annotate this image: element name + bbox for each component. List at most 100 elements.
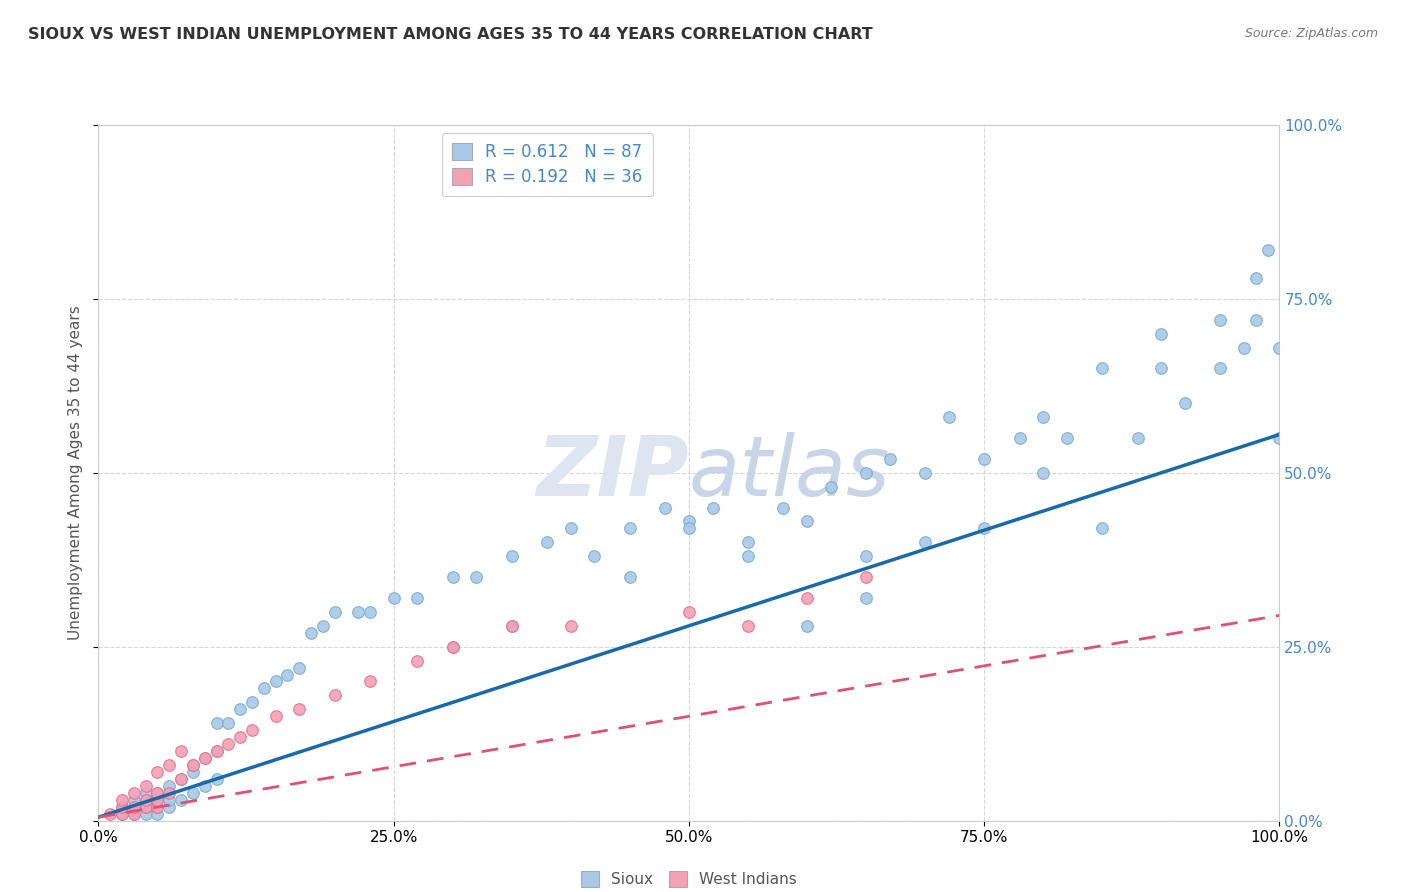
Point [170, 772, 193, 786]
Point [122, 793, 145, 807]
Point [1244, 312, 1267, 326]
Point [678, 515, 700, 529]
Point [323, 689, 346, 703]
Point [157, 758, 180, 772]
Point [288, 702, 311, 716]
Point [1150, 361, 1173, 376]
Point [111, 806, 134, 821]
Point [560, 619, 582, 633]
Point [205, 716, 228, 731]
Point [111, 799, 134, 814]
Point [170, 793, 193, 807]
Point [181, 764, 204, 779]
Point [1091, 521, 1114, 535]
Point [855, 549, 877, 564]
Point [1150, 326, 1173, 341]
Point [382, 591, 405, 605]
Point [157, 793, 180, 807]
Point [441, 570, 464, 584]
Text: ZIP: ZIP [536, 433, 689, 513]
Point [855, 466, 877, 480]
Point [560, 521, 582, 535]
Point [135, 793, 157, 807]
Point [441, 640, 464, 654]
Point [796, 619, 818, 633]
Point [146, 799, 169, 814]
Point [205, 744, 228, 758]
Point [146, 799, 169, 814]
Point [146, 786, 169, 800]
Point [135, 806, 157, 821]
Point [240, 723, 263, 738]
Point [157, 779, 180, 793]
Point [146, 793, 169, 807]
Point [359, 674, 381, 689]
Text: atlas: atlas [689, 433, 890, 513]
Point [1126, 431, 1149, 445]
Point [170, 772, 193, 786]
Point [678, 605, 700, 619]
Point [157, 786, 180, 800]
Point [1056, 431, 1078, 445]
Point [1174, 396, 1197, 410]
Point [181, 758, 204, 772]
Legend: Sioux, West Indians: Sioux, West Indians [575, 865, 803, 892]
Point [1032, 466, 1054, 480]
Y-axis label: Unemployment Among Ages 35 to 44 years: Unemployment Among Ages 35 to 44 years [67, 305, 83, 640]
Point [240, 695, 263, 709]
Point [619, 521, 641, 535]
Point [170, 744, 193, 758]
Point [973, 521, 995, 535]
Point [737, 535, 759, 549]
Point [122, 806, 145, 821]
Point [229, 730, 252, 744]
Point [1233, 341, 1256, 355]
Point [536, 535, 558, 549]
Point [194, 779, 217, 793]
Point [264, 709, 287, 723]
Point [312, 619, 335, 633]
Point [501, 619, 523, 633]
Point [122, 806, 145, 821]
Point [678, 521, 700, 535]
Point [914, 535, 936, 549]
Point [122, 786, 145, 800]
Point [205, 772, 228, 786]
Point [205, 744, 228, 758]
Point [973, 451, 995, 466]
Point [820, 480, 842, 494]
Point [1032, 410, 1054, 425]
Point [276, 667, 298, 681]
Point [98, 806, 121, 821]
Point [1091, 361, 1114, 376]
Text: Source: ZipAtlas.com: Source: ZipAtlas.com [1244, 27, 1378, 40]
Point [146, 786, 169, 800]
Point [217, 737, 239, 751]
Point [441, 640, 464, 654]
Point [122, 799, 145, 814]
Point [583, 549, 606, 564]
Point [135, 786, 157, 800]
Point [194, 751, 217, 765]
Point [299, 625, 322, 640]
Point [406, 654, 429, 668]
Point [146, 806, 169, 821]
Point [135, 799, 157, 814]
Point [194, 751, 217, 765]
Point [796, 591, 818, 605]
Point [501, 619, 523, 633]
Point [135, 799, 157, 814]
Point [146, 764, 169, 779]
Point [181, 758, 204, 772]
Point [914, 466, 936, 480]
Point [111, 806, 134, 821]
Point [855, 591, 877, 605]
Point [1268, 431, 1291, 445]
Point [702, 500, 724, 515]
Point [157, 799, 180, 814]
Point [181, 786, 204, 800]
Point [359, 605, 381, 619]
Text: SIOUX VS WEST INDIAN UNEMPLOYMENT AMONG AGES 35 TO 44 YEARS CORRELATION CHART: SIOUX VS WEST INDIAN UNEMPLOYMENT AMONG … [28, 27, 873, 42]
Point [229, 702, 252, 716]
Point [135, 793, 157, 807]
